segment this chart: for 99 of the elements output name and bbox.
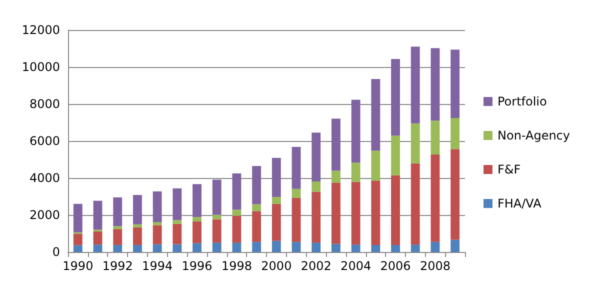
y-tick-label: 6000 <box>29 134 60 148</box>
bar <box>133 195 142 224</box>
bar <box>133 244 142 252</box>
bar <box>391 175 400 245</box>
bar <box>113 244 122 252</box>
bar <box>410 244 420 252</box>
bar <box>332 118 340 171</box>
y-tick-label: 12000 <box>22 23 60 37</box>
bar <box>212 214 222 220</box>
bar <box>312 242 321 252</box>
bar <box>371 180 380 245</box>
bar <box>252 166 262 204</box>
bar <box>371 79 380 151</box>
x-tick-label: 1994 <box>142 259 173 273</box>
bar <box>212 242 222 252</box>
bar <box>410 123 420 164</box>
bar <box>192 217 202 222</box>
bar <box>232 242 242 252</box>
x-tick-label: 2002 <box>300 259 332 273</box>
bar <box>410 46 420 124</box>
bar <box>351 162 360 182</box>
bar <box>172 244 182 252</box>
bar <box>292 146 301 189</box>
bar <box>332 170 340 183</box>
bar <box>312 132 321 182</box>
bar <box>232 210 242 216</box>
bar <box>192 221 202 244</box>
y-tick-label: 8000 <box>29 97 60 111</box>
y-tick-label: 4000 <box>29 171 60 185</box>
legend-label: Non-Agency <box>497 128 570 142</box>
bar <box>113 226 122 230</box>
bar <box>272 240 281 252</box>
bar <box>430 120 440 155</box>
x-tick-label: 2004 <box>340 259 372 273</box>
bar <box>450 118 460 150</box>
bar <box>73 245 82 252</box>
bar <box>371 150 380 181</box>
bar <box>292 198 301 242</box>
bar <box>232 216 242 243</box>
bar <box>272 197 281 204</box>
bar <box>410 163 420 245</box>
bar <box>351 100 360 163</box>
bar <box>391 136 400 176</box>
bar <box>192 243 202 252</box>
x-tick-label: 1992 <box>102 259 133 273</box>
bar <box>450 50 460 118</box>
x-tick-label: 2000 <box>261 259 292 273</box>
bar <box>450 149 460 240</box>
x-tick-label: 1996 <box>182 259 212 273</box>
bar <box>252 204 262 212</box>
bar <box>272 158 281 198</box>
bar <box>430 242 440 252</box>
x-tick-label: 2008 <box>420 259 450 273</box>
legend-label: Portfolio <box>497 94 547 108</box>
legend-label: F&F <box>497 162 521 176</box>
bar <box>332 244 340 252</box>
bar <box>93 200 102 230</box>
bar <box>430 48 440 121</box>
bar <box>172 224 182 244</box>
bar <box>332 182 340 244</box>
bar <box>430 154 440 242</box>
bar <box>391 244 400 252</box>
bar <box>252 211 262 242</box>
bar <box>351 244 360 252</box>
x-tick-label: 1990 <box>62 259 94 273</box>
bar <box>212 219 222 243</box>
bar <box>192 184 202 218</box>
x-tick-label: 2006 <box>380 259 411 273</box>
y-tick-label: 10000 <box>22 60 60 74</box>
bar <box>351 182 360 245</box>
bar <box>133 227 142 245</box>
bar <box>172 220 182 224</box>
bar <box>172 188 182 220</box>
bar <box>93 244 102 252</box>
bar <box>450 240 460 252</box>
y-tick-label: 2000 <box>29 208 60 222</box>
y-tick-label: 0 <box>52 245 60 259</box>
bar <box>212 180 222 215</box>
bar <box>391 59 400 136</box>
bar <box>312 192 321 243</box>
bar <box>113 229 122 245</box>
bar <box>152 225 162 244</box>
x-tick-label: 1998 <box>221 259 252 273</box>
bar <box>312 182 321 192</box>
bar <box>232 173 242 210</box>
bar <box>292 188 301 198</box>
bar <box>272 204 281 241</box>
legend-label: FHA/VA <box>497 196 542 210</box>
bar <box>371 244 380 252</box>
bar <box>292 242 301 252</box>
bar <box>152 244 162 252</box>
bar <box>73 204 82 232</box>
bar <box>73 234 82 246</box>
bar <box>152 222 162 226</box>
bar <box>113 197 122 226</box>
bar <box>133 224 142 228</box>
bar <box>93 231 102 245</box>
bar <box>152 191 162 222</box>
bar <box>252 242 262 252</box>
